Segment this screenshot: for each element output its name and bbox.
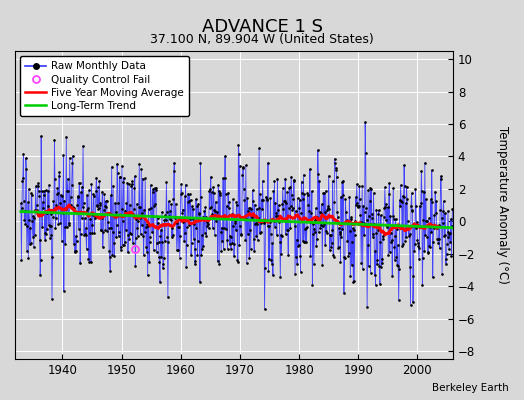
Legend: Raw Monthly Data, Quality Control Fail, Five Year Moving Average, Long-Term Tren: Raw Monthly Data, Quality Control Fail, … [20,56,189,116]
Y-axis label: Temperature Anomaly (°C): Temperature Anomaly (°C) [496,126,509,284]
Text: Berkeley Earth: Berkeley Earth [432,383,508,393]
Text: 37.100 N, 89.904 W (United States): 37.100 N, 89.904 W (United States) [150,33,374,46]
Text: ADVANCE 1 S: ADVANCE 1 S [202,18,322,36]
